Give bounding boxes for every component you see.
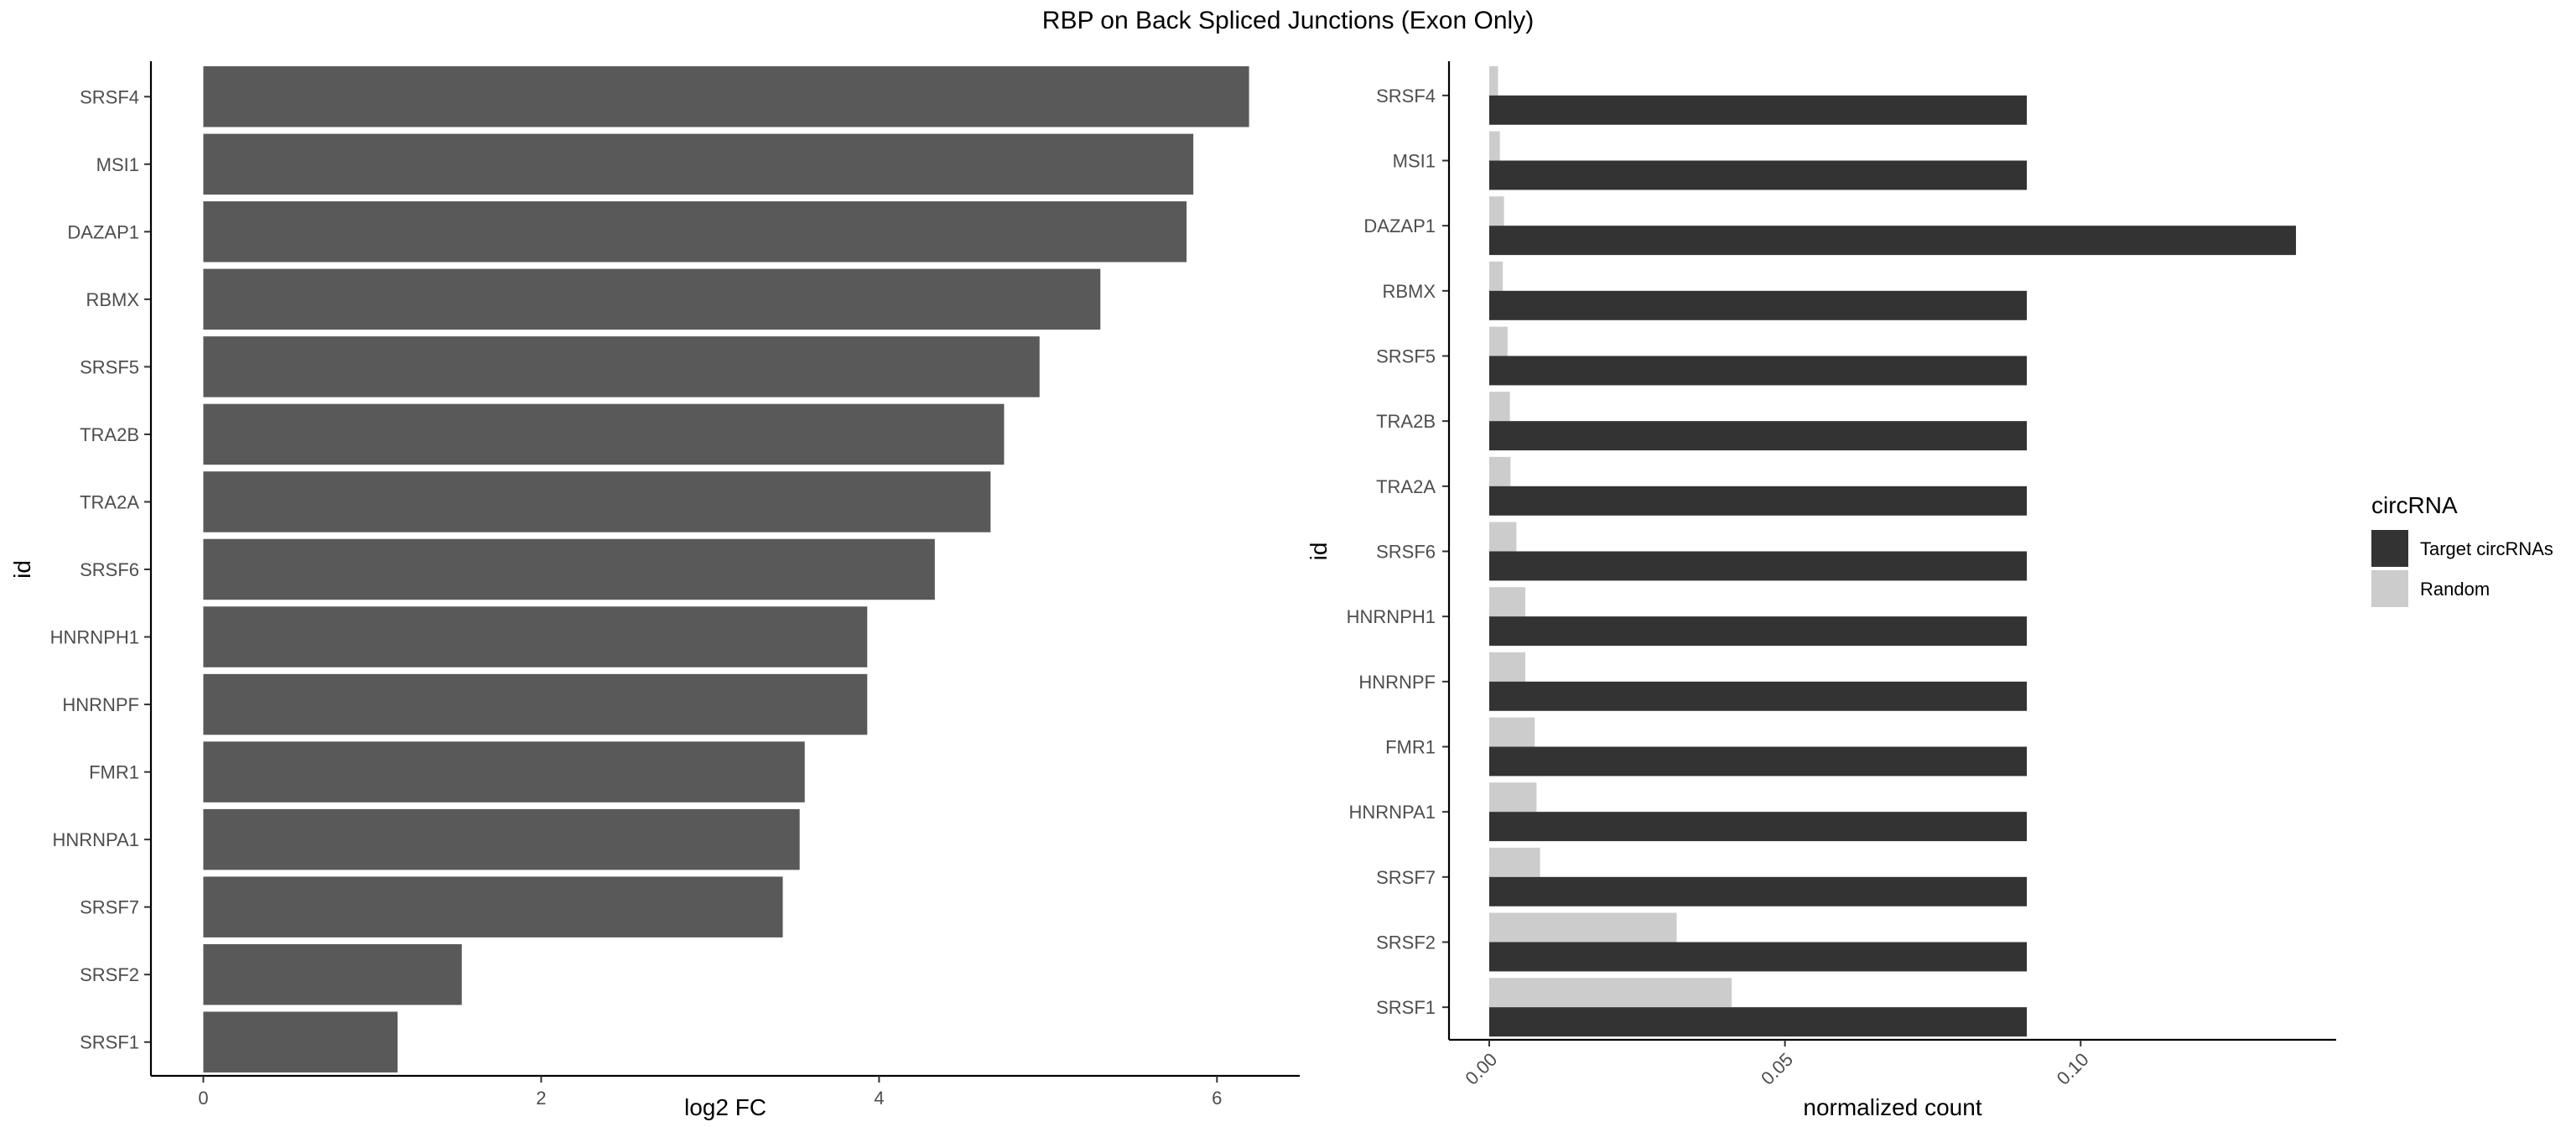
bar-random-srsf1 — [1488, 978, 1732, 1008]
x-axis-title: log2 FC — [684, 1094, 766, 1120]
bar-random-srsf7 — [1488, 847, 1540, 877]
bar-dazap1 — [203, 201, 1187, 262]
y-tick-label: SRSF5 — [1376, 346, 1436, 367]
bar-random-rbmx — [1488, 261, 1504, 291]
y-tick-label: HNRNPA1 — [1348, 802, 1436, 823]
bar-random-srsf2 — [1488, 912, 1677, 943]
y-tick-label: SRSF1 — [80, 1032, 139, 1053]
y-tick-label: HNRNPF — [1358, 672, 1436, 693]
y-tick-label: FMR1 — [89, 762, 139, 783]
y-tick-label: SRSF2 — [1376, 932, 1436, 953]
y-tick-label: SRSF1 — [1376, 997, 1436, 1018]
bar-random-hnrnpa1 — [1488, 782, 1537, 813]
left-panel-log2fc: SRSF4 MSI1 DAZAP1 RBMX SRSF5 TRA2B TRA2A SRSF6 H… — [9, 61, 1300, 1120]
legend-title: circRNA — [2371, 492, 2458, 518]
bar-target-fmr1 — [1488, 746, 2028, 776]
bar-random-dazap1 — [1488, 196, 1504, 226]
y-tick-label: RBMX — [86, 289, 139, 310]
legend-swatch-target — [2371, 530, 2408, 567]
bar-hnrnph1 — [203, 606, 868, 667]
right-panel-normalized-count: SRSF4 MSI1 DAZAP1 RBMX SRSF5 TRA2B TRA2A SRSF6 H… — [1306, 61, 2336, 1120]
bar-srsf1 — [203, 1011, 398, 1072]
bar-random-tra2b — [1488, 392, 1510, 422]
bar-target-srsf5 — [1488, 356, 2028, 386]
x-tick-label: 0.05 — [1757, 1049, 1797, 1089]
y-tick-label: HNRNPH1 — [1347, 606, 1436, 627]
legend-label: Target circRNAs — [2420, 538, 2553, 559]
legend: circRNA Target circRNAs Random — [2371, 492, 2553, 607]
bar-target-hnrnpf — [1488, 681, 2028, 711]
bar-target-tra2a — [1488, 486, 2028, 516]
bar-target-hnrnph1 — [1488, 616, 2028, 647]
bar-hnrnpa1 — [203, 808, 800, 870]
bar-random-tra2a — [1488, 456, 1511, 486]
y-tick-label: TRA2A — [1376, 476, 1436, 497]
y-tick-label: HNRNPF — [62, 694, 139, 715]
bar-target-dazap1 — [1488, 226, 2297, 256]
y-axis-title: id — [9, 560, 35, 579]
legend-swatch-random — [2371, 570, 2408, 607]
bar-msi1 — [203, 133, 1194, 195]
bar-random-srsf5 — [1488, 326, 1508, 356]
y-tick-label: HNRNPA1 — [52, 829, 139, 850]
x-tick-label: 2 — [536, 1088, 546, 1109]
bar-target-srsf2 — [1488, 942, 2028, 972]
bar-srsf5 — [203, 336, 1040, 397]
bar-random-hnrnph1 — [1488, 587, 1525, 617]
y-tick-label: TRA2A — [80, 491, 139, 512]
y-tick-label: TRA2B — [80, 424, 139, 445]
y-axis-title: id — [1306, 543, 1332, 561]
x-tick-label: 0.00 — [1461, 1049, 1501, 1089]
bar-target-tra2b — [1488, 421, 2028, 451]
x-tick-label: 0 — [198, 1088, 208, 1109]
bar-srsf2 — [203, 943, 462, 1005]
bar-tra2b — [203, 403, 1005, 465]
y-tick-label: FMR1 — [1385, 737, 1436, 758]
x-tick-label: 0.10 — [2053, 1049, 2093, 1089]
bar-target-srsf1 — [1488, 1007, 2028, 1037]
y-tick-label: SRSF4 — [1376, 86, 1436, 106]
bar-random-msi1 — [1488, 131, 1500, 161]
y-tick-label: SRSF7 — [80, 897, 139, 918]
y-tick-label: TRA2B — [1376, 411, 1436, 432]
bar-random-hnrnpf — [1488, 652, 1525, 682]
legend-label: Random — [2420, 579, 2490, 600]
chart-title: RBP on Back Spliced Junctions (Exon Only… — [1042, 7, 1534, 34]
bar-target-srsf6 — [1488, 551, 2028, 581]
x-tick-label: 4 — [874, 1088, 884, 1109]
x-tick-label: 6 — [1212, 1088, 1222, 1109]
y-tick-label: HNRNPH1 — [50, 627, 139, 648]
bar-random-fmr1 — [1488, 717, 1535, 747]
bar-tra2a — [203, 471, 991, 532]
bar-rbmx — [203, 268, 1101, 330]
bar-target-srsf7 — [1488, 876, 2028, 906]
bar-srsf7 — [203, 876, 783, 937]
x-axis-title: normalized count — [1803, 1094, 1981, 1120]
bar-srsf4 — [203, 66, 1249, 127]
y-tick-label: DAZAP1 — [1363, 216, 1436, 236]
bar-target-hnrnpa1 — [1488, 812, 2028, 842]
y-tick-label: SRSF4 — [80, 86, 139, 107]
y-tick-label: RBMX — [1382, 281, 1436, 302]
y-tick-label: MSI1 — [1393, 151, 1436, 172]
bar-random-srsf4 — [1488, 65, 1498, 96]
y-tick-label: SRSF7 — [1376, 867, 1436, 888]
y-tick-label: DAZAP1 — [67, 221, 139, 242]
bar-fmr1 — [203, 741, 805, 802]
bar-srsf6 — [203, 538, 935, 600]
y-tick-label: SRSF6 — [1376, 542, 1436, 563]
bar-target-srsf4 — [1488, 95, 2028, 125]
bar-target-rbmx — [1488, 290, 2028, 320]
y-tick-label: MSI1 — [96, 154, 139, 175]
y-tick-label: SRSF5 — [80, 356, 139, 377]
bar-random-srsf6 — [1488, 522, 1517, 552]
bar-target-msi1 — [1488, 160, 2028, 190]
y-tick-label: SRSF2 — [80, 964, 139, 985]
y-tick-label: SRSF6 — [80, 559, 139, 580]
bar-hnrnpf — [203, 673, 868, 735]
